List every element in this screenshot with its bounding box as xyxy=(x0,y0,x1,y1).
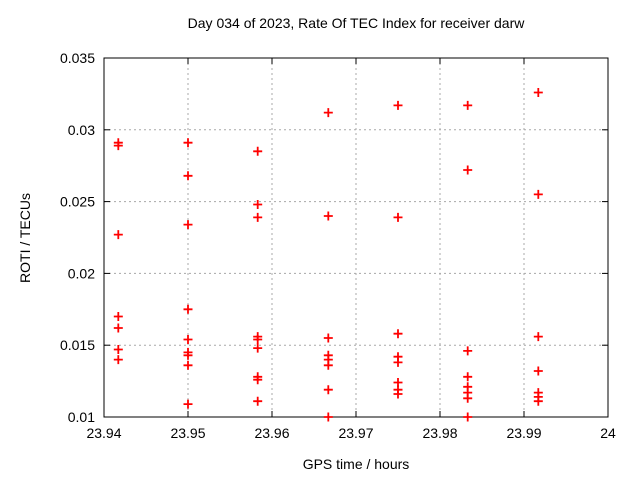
data-point-marker xyxy=(393,329,403,339)
x-tick-label: 23.97 xyxy=(338,425,373,441)
x-axis-label: GPS time / hours xyxy=(303,456,410,472)
data-point-marker xyxy=(113,230,123,240)
data-point-marker xyxy=(463,100,473,110)
data-point-marker xyxy=(533,189,543,199)
data-point-marker xyxy=(253,375,263,385)
y-tick-label: 0.025 xyxy=(60,194,95,210)
data-point-marker xyxy=(393,389,403,399)
data-point-marker xyxy=(183,335,193,344)
data-point-marker xyxy=(113,345,123,354)
data-point-marker xyxy=(323,333,333,343)
data-point-marker xyxy=(393,357,403,367)
x-tick-label: 23.96 xyxy=(254,425,289,441)
data-point-marker xyxy=(253,335,263,344)
data-point-marker xyxy=(253,396,263,406)
y-tick-labels: 0.01 0.015 0.02 0.025 0.03 0.035 xyxy=(60,50,95,425)
data-points xyxy=(113,88,543,422)
data-point-marker xyxy=(253,200,263,209)
data-point-marker xyxy=(183,171,193,181)
y-tick-label: 0.02 xyxy=(68,265,95,281)
x-tick-label: 23.95 xyxy=(170,425,205,441)
y-tick-label: 0.03 xyxy=(68,122,95,138)
data-point-marker xyxy=(183,220,193,230)
data-point-marker xyxy=(393,212,403,222)
data-point-marker xyxy=(463,346,473,356)
data-point-marker xyxy=(323,108,333,118)
y-tick-label: 0.015 xyxy=(60,337,95,353)
data-point-marker xyxy=(183,304,193,314)
data-point-marker xyxy=(533,332,543,342)
data-point-marker xyxy=(113,355,123,365)
chart-title: Day 034 of 2023, Rate Of TEC Index for r… xyxy=(188,15,526,31)
data-point-marker xyxy=(533,366,543,376)
x-tick-label: 23.94 xyxy=(86,425,121,441)
data-point-marker xyxy=(323,412,333,422)
y-tick-label: 0.01 xyxy=(68,409,95,425)
data-point-marker xyxy=(323,385,333,395)
data-point-marker xyxy=(323,211,333,221)
data-point-marker xyxy=(183,350,193,360)
data-point-marker xyxy=(463,165,473,175)
x-tick-labels: 23.94 23.95 23.96 23.97 23.98 23.99 24 xyxy=(86,425,616,441)
data-point-marker xyxy=(463,372,473,382)
data-point-marker xyxy=(393,100,403,110)
grid-lines xyxy=(104,58,608,417)
data-point-marker xyxy=(253,343,263,353)
plot-border-rect xyxy=(103,57,609,418)
y-axis-label: ROTI / TECUs xyxy=(17,193,33,283)
data-point-marker xyxy=(183,138,193,148)
x-tick-label: 23.99 xyxy=(506,425,541,441)
data-point-marker xyxy=(463,393,473,403)
data-point-marker xyxy=(533,396,543,406)
x-tick-label: 24 xyxy=(600,425,616,441)
data-point-marker xyxy=(113,141,123,151)
x-tick-label: 23.98 xyxy=(422,425,457,441)
data-point-marker xyxy=(183,399,193,409)
data-point-marker xyxy=(533,88,543,97)
data-point-marker xyxy=(323,360,333,370)
y-tick-label: 0.035 xyxy=(60,50,95,66)
data-point-marker xyxy=(463,412,473,422)
data-point-marker xyxy=(113,312,123,321)
data-point-marker xyxy=(253,146,263,156)
data-point-marker xyxy=(183,360,193,370)
data-point-marker xyxy=(253,212,263,222)
data-point-marker xyxy=(113,323,123,333)
plot-border xyxy=(103,57,609,418)
